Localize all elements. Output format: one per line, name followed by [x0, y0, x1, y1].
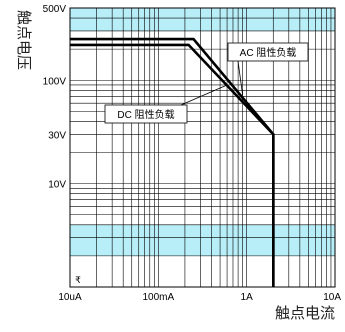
band-top [70, 8, 335, 31]
annotation-label: DC 阻性负载 [117, 108, 174, 121]
series-group [70, 37, 275, 287]
y-axis-label: 触点电压 [15, 10, 32, 70]
annotation-leader [180, 84, 228, 106]
annotation-group: AC 阻性负载 DC 阻性负载 [104, 42, 309, 124]
x-tick-label: 10uA [58, 292, 82, 303]
y-tick-label: 100V [43, 76, 67, 87]
y-tick-label: 10V [48, 180, 66, 191]
annotation-box [104, 104, 188, 124]
x-tick-label: 100mA [142, 292, 174, 303]
origin-marker: ₹ [75, 275, 81, 285]
y-tick-labels: 500V 100V 30V 10V ₹ [43, 4, 81, 285]
annotation-box [227, 42, 309, 62]
highlight-bands [70, 8, 335, 256]
x-tick-label: 1A [241, 292, 254, 303]
y-tick-label: 500V [43, 4, 67, 15]
band-bottom [70, 224, 335, 256]
y-tick-label: 30V [48, 130, 66, 141]
annotation-leader [237, 60, 244, 96]
x-axis-label: 触点电流 [275, 305, 335, 322]
x-tick-label: 10A [323, 292, 341, 303]
plot-frame [69, 7, 336, 288]
series-line-dc [70, 43, 275, 287]
x-tick-labels: 10uA 100mA 1A 10A [58, 292, 341, 303]
annotation-label: AC 阻性负载 [240, 46, 297, 59]
